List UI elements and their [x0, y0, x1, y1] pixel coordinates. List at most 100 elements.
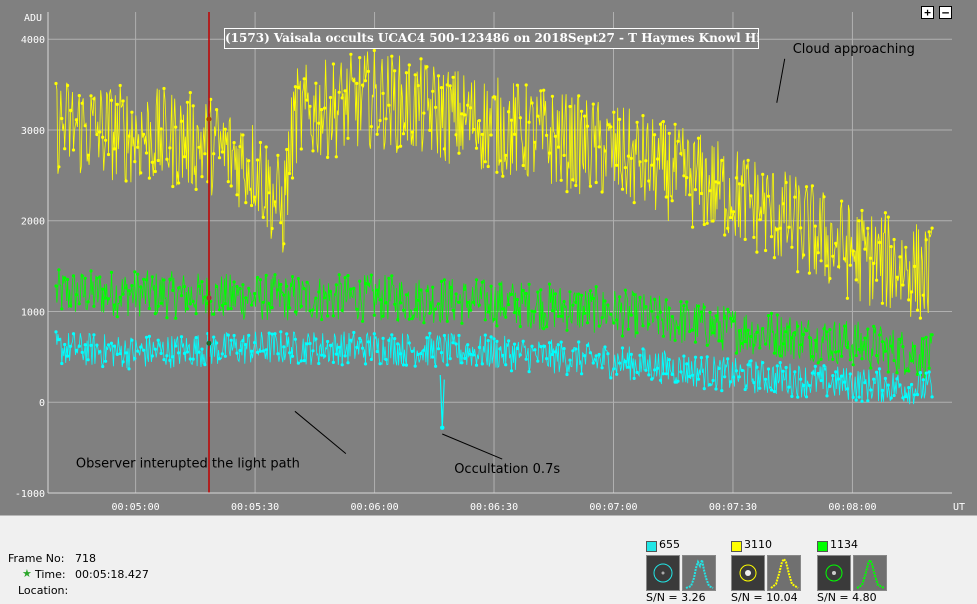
series-point: [781, 202, 785, 206]
series-point: [565, 372, 569, 377]
series-point: [778, 354, 782, 358]
series-point: [539, 288, 543, 292]
series-point: [314, 296, 318, 300]
series-point: [793, 331, 797, 335]
series-point: [501, 353, 505, 357]
series-point: [60, 116, 64, 121]
series-point: [568, 290, 572, 294]
series-point: [583, 311, 587, 315]
series-point: [556, 343, 560, 347]
series-0: [54, 48, 934, 320]
series-point: [632, 376, 636, 380]
series-point: [723, 233, 727, 237]
series-point: [816, 371, 820, 376]
series-point: [366, 282, 370, 286]
series-point: [261, 349, 265, 353]
series-point: [419, 57, 423, 61]
series-point: [290, 354, 295, 358]
series-point: [670, 199, 674, 203]
series-point: [495, 324, 499, 328]
series-point: [212, 335, 216, 339]
series-point: [772, 256, 777, 260]
zoom-out-button[interactable]: –: [939, 6, 952, 19]
series-point: [804, 395, 809, 399]
series-point: [915, 308, 920, 312]
series-points-1: [54, 268, 934, 377]
series-point: [822, 195, 826, 199]
series-point: [819, 259, 823, 263]
series-point: [434, 307, 438, 311]
series-point: [288, 171, 292, 176]
target-3[interactable]: 1134 S/N = 4.80: [817, 538, 897, 604]
series-point: [837, 377, 841, 381]
series-point: [667, 358, 671, 362]
series-point: [159, 301, 163, 305]
series-point: [869, 256, 873, 260]
series-point: [889, 396, 893, 400]
series-point: [150, 354, 154, 358]
series-point: [845, 387, 850, 391]
series-point: [679, 152, 683, 156]
series-point: [857, 219, 861, 223]
series-point: [89, 343, 93, 347]
series-point: [658, 122, 663, 126]
target-2-aperture-image: [731, 555, 765, 591]
target-1[interactable]: 655 S/N = 3.26: [646, 538, 726, 604]
series-point: [562, 347, 566, 351]
series-point: [673, 338, 677, 342]
series-point: [270, 226, 274, 231]
series-point: [483, 160, 487, 164]
series-point: [200, 280, 204, 284]
series-point: [699, 310, 704, 314]
series-point: [346, 136, 350, 140]
series-point: [101, 364, 105, 369]
series-point: [708, 189, 712, 193]
series-point: [124, 286, 128, 290]
series-point: [591, 296, 595, 301]
series-point: [761, 326, 765, 331]
series-point: [834, 241, 838, 245]
series-point: [147, 334, 151, 338]
series-point: [77, 344, 81, 348]
series-point: [711, 378, 715, 383]
zoom-in-button[interactable]: +: [921, 6, 934, 19]
series-point: [828, 384, 832, 388]
series-point: [349, 52, 353, 56]
light-curve-plot[interactable]: Cloud approaching Observer interupted the…: [0, 0, 977, 515]
series-point: [80, 101, 84, 105]
series-point: [95, 132, 99, 137]
x-tick-label: 00:07:30: [709, 502, 757, 513]
series-point: [305, 98, 309, 102]
series-point: [594, 285, 598, 289]
series-point: [147, 176, 151, 180]
series-point: [588, 184, 593, 188]
series-point: [226, 333, 230, 337]
series-point: [927, 366, 931, 370]
series-point: [54, 81, 58, 86]
series-point: [749, 334, 753, 339]
series-point: [527, 370, 531, 374]
series-point: [609, 125, 613, 129]
series-point: [215, 284, 219, 289]
target-3-swatch: [817, 541, 828, 552]
series-point: [693, 340, 698, 344]
series-1: [54, 268, 934, 380]
series-point: [194, 336, 198, 340]
target-2[interactable]: 3110 S/N = 10.04: [731, 538, 811, 604]
series-point: [758, 386, 762, 390]
series-point: [80, 350, 84, 354]
series-point: [174, 316, 178, 320]
series-point: [702, 222, 706, 227]
series-point: [746, 158, 750, 162]
series-point: [585, 124, 590, 128]
series-point: [860, 208, 864, 213]
series-point: [340, 363, 344, 367]
series-point: [769, 235, 774, 239]
series-point: [247, 333, 251, 337]
series-point: [302, 359, 306, 363]
series-point: [255, 275, 260, 280]
series-point: [98, 350, 102, 354]
y-tick-label: -1000: [15, 489, 45, 500]
series-point: [288, 351, 292, 355]
series-point: [457, 151, 461, 155]
